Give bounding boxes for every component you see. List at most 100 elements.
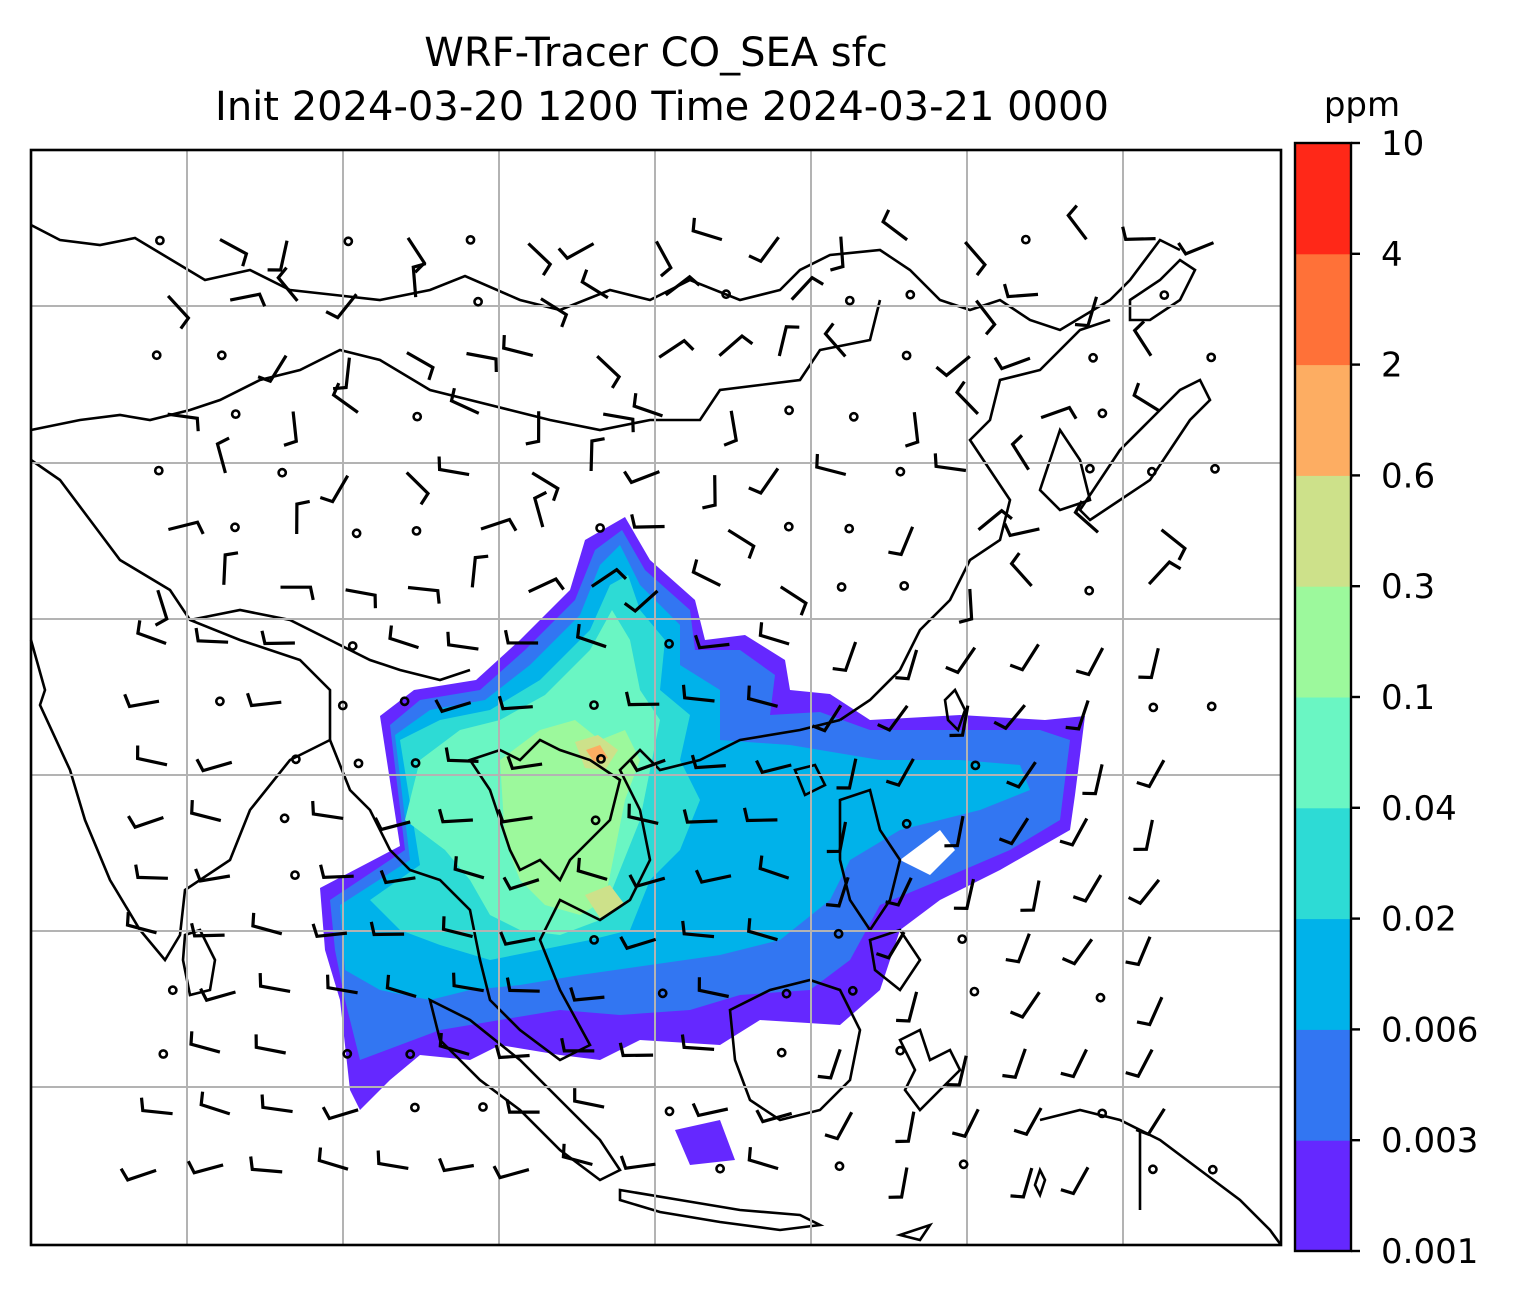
wind-barb [977, 508, 1013, 531]
wind-barb [319, 474, 350, 504]
wind-barb [245, 692, 282, 708]
calm-wind-circle [167, 985, 178, 996]
wind-barb [573, 1088, 605, 1109]
calm-wind-circle [1206, 701, 1217, 712]
wind-barb [434, 699, 472, 714]
wind-barb [319, 864, 354, 880]
wind-barb [596, 355, 622, 389]
wind-barb [215, 436, 230, 474]
wind-barb [506, 755, 543, 771]
calm-wind-circle [343, 236, 354, 247]
wind-barb [1065, 699, 1090, 731]
wind-barb [935, 355, 971, 378]
calm-wind-circle [1084, 585, 1095, 596]
wind-barb [199, 1091, 231, 1116]
wind-barb [257, 354, 288, 384]
wind-barb [823, 322, 847, 358]
wind-barb [276, 266, 299, 302]
calm-wind-circle [337, 700, 348, 711]
wind-barb [331, 382, 359, 414]
wind-barb [449, 387, 480, 415]
wind-barb [697, 977, 730, 999]
wind-barb [817, 1048, 842, 1080]
wind-barb [199, 987, 236, 1003]
wind-barb [494, 1044, 530, 1060]
calm-wind-circle [1206, 352, 1217, 363]
wind-barb [502, 876, 540, 891]
wind-barb [219, 238, 249, 267]
calm-wind-circle [342, 1048, 353, 1059]
wind-barb [589, 437, 605, 472]
colorbar-tick-label: 0.1 [1381, 678, 1435, 718]
wind-barb [1009, 991, 1041, 1019]
wind-barb [958, 588, 974, 624]
wind-barb [618, 1042, 654, 1058]
colorbar-tick-label: 0.02 [1381, 900, 1457, 940]
wind-barb [580, 269, 609, 300]
colorbar-segment [1295, 253, 1351, 366]
wind-barb [680, 1034, 715, 1051]
wind-barb [755, 759, 792, 775]
wind-barb [723, 410, 738, 447]
calm-wind-circle [411, 526, 422, 536]
wind-barb [624, 691, 660, 707]
wind-barb [718, 333, 754, 357]
wind-barb [829, 236, 845, 272]
wind-barb [186, 1160, 224, 1175]
wind-barb [532, 490, 548, 528]
wind-barb [1009, 552, 1033, 587]
calm-wind-circle [412, 411, 423, 422]
wind-barb [619, 936, 657, 951]
wind-barb [627, 803, 659, 825]
wind-barb [691, 559, 722, 587]
wind-barb [260, 1094, 293, 1114]
calm-wind-circle [216, 350, 227, 361]
wind-barb [993, 704, 1027, 731]
wind-barb [746, 685, 779, 708]
wind-barb [385, 974, 417, 999]
calm-wind-circle [715, 1163, 725, 1174]
wind-barb [1072, 874, 1103, 903]
calm-wind-circle [844, 523, 855, 534]
wind-barbs [119, 204, 1220, 1199]
wind-barb [895, 649, 919, 681]
wind-barb [815, 453, 847, 477]
wind-barb [877, 704, 909, 732]
wind-barb [623, 470, 660, 485]
colorbar-segment [1295, 697, 1351, 809]
wind-barb [1013, 1107, 1043, 1137]
wind-barb [280, 585, 315, 601]
colorbar-tick-label: 10 [1381, 124, 1424, 164]
wind-barb [1082, 764, 1104, 796]
wind-barb [452, 972, 484, 993]
wind-barb [628, 758, 666, 773]
wind-barb [283, 411, 299, 447]
wind-barb [190, 922, 225, 938]
calm-wind-circle [214, 696, 225, 707]
wind-barb [1177, 241, 1215, 256]
calm-wind-circle [847, 985, 858, 996]
wind-barb [376, 1150, 409, 1170]
wind-barb [453, 856, 485, 880]
wind-barb [875, 931, 906, 960]
wind-barb [1074, 296, 1099, 328]
gridlines [31, 150, 1281, 1245]
colorbar-tick-label: 4 [1381, 235, 1403, 275]
wind-barb [693, 634, 730, 650]
calm-wind-circle [1097, 408, 1108, 419]
wind-barb [826, 821, 848, 854]
wind-barb [470, 554, 489, 588]
wind-barb [446, 631, 479, 651]
colorbar-tick-label: 0.006 [1381, 1010, 1478, 1050]
wind-barb [758, 622, 790, 646]
colorbar: ppm 0.001 0.003 0.006 0.02 0.04 0.1 0.3 0.6 2 4 10 [1293, 85, 1478, 1272]
calm-wind-circle [664, 638, 674, 649]
wind-barb [496, 809, 533, 824]
wind-barb [575, 623, 607, 649]
wind-barb [682, 809, 718, 824]
wind-barb [602, 412, 635, 433]
wind-barb [189, 1031, 221, 1054]
wind-barb [1147, 560, 1182, 586]
calm-wind-circle [781, 988, 792, 999]
wind-barb [411, 262, 427, 298]
